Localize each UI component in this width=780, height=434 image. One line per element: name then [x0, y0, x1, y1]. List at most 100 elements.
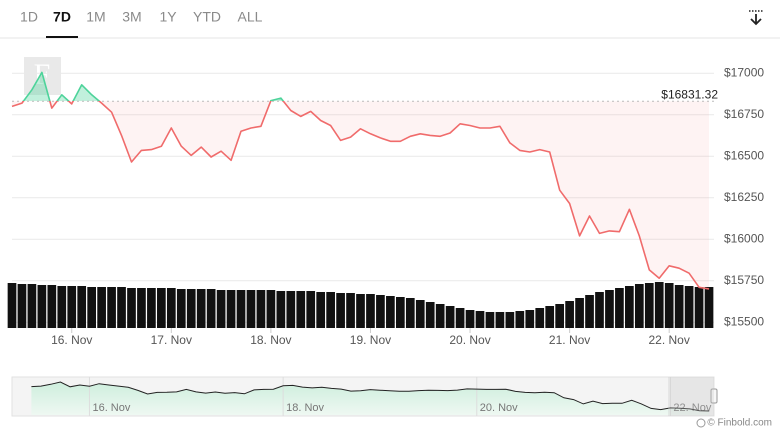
volume-bar: [485, 312, 495, 328]
volume-bar: [47, 285, 57, 328]
y-tick-label: $15500: [724, 314, 764, 328]
volume-bar: [495, 312, 505, 328]
y-tick-label: $16500: [724, 148, 764, 162]
volume-bar: [694, 287, 704, 328]
range-button[interactable]: 7D: [53, 9, 71, 25]
x-tick-label: 16. Nov: [51, 333, 92, 347]
price-line: [11, 71, 710, 290]
volume-bar: [605, 290, 614, 328]
download-button[interactable]: [749, 10, 763, 26]
volume-bar: [326, 292, 335, 328]
y-tick-label: $15750: [724, 273, 764, 287]
volume-bar: [585, 295, 594, 328]
x-tick-label: 20. Nov: [449, 333, 490, 347]
volume-bar: [266, 290, 276, 328]
volume-bar: [37, 285, 47, 328]
volume-bar: [644, 283, 654, 328]
volume-bar: [196, 289, 206, 328]
volume-bar: [445, 306, 455, 328]
volume-bar: [435, 304, 445, 328]
credit-icon: [696, 418, 706, 428]
volume-bar: [395, 297, 405, 328]
volume-bar: [366, 294, 375, 328]
volume-bar: [405, 298, 415, 328]
volume-bar: [336, 293, 345, 328]
volume-bar: [565, 301, 574, 328]
volume-bar: [515, 311, 525, 328]
range-button[interactable]: 1M: [86, 9, 105, 25]
baseline-label: $16831.32: [661, 87, 718, 101]
volume-bar: [465, 310, 475, 328]
x-tick-label: 21. Nov: [549, 333, 590, 347]
volume-bar: [67, 286, 77, 328]
volume-bar: [166, 288, 176, 328]
volume-bar: [346, 293, 355, 328]
price-area: [12, 72, 710, 290]
volume-bar: [615, 288, 624, 328]
x-tick-label: 19. Nov: [350, 333, 391, 347]
volume-bar: [216, 290, 226, 328]
range-button[interactable]: 3M: [122, 9, 141, 25]
volume-bar: [77, 286, 87, 328]
volume-bar: [157, 288, 166, 328]
volume-bar: [107, 287, 116, 328]
volume-bar: [276, 291, 286, 328]
y-tick-label: $17000: [724, 65, 764, 79]
volume-bar: [236, 290, 246, 328]
navigator-tick-label: 16. Nov: [92, 402, 130, 414]
volume-bar: [386, 296, 395, 328]
volume-bar: [206, 289, 216, 328]
volume-bar: [137, 288, 146, 328]
range-button[interactable]: 1Y: [159, 9, 177, 25]
volume-bar: [356, 294, 365, 328]
volume-bar: [415, 300, 425, 328]
volume-bar: [595, 292, 604, 328]
navigator-area: [31, 382, 710, 415]
range-button[interactable]: ALL: [238, 9, 263, 25]
range-button[interactable]: 1D: [20, 9, 38, 25]
navigator-line: [31, 381, 710, 412]
volume-bar: [455, 308, 465, 328]
x-tick-label: 17. Nov: [151, 333, 192, 347]
volume-bar: [97, 287, 106, 328]
navigator-tick-label: 20. Nov: [480, 402, 518, 414]
volume-bar: [7, 283, 17, 328]
volume-bar: [176, 289, 186, 328]
volume-bar: [186, 289, 196, 328]
volume-bar: [664, 283, 674, 328]
volume-bar: [376, 295, 385, 328]
volume-bar: [625, 286, 634, 328]
navigator-mask: [668, 377, 714, 416]
volume-bar: [316, 292, 326, 328]
volume-bar: [117, 287, 126, 328]
x-tick-label: 18. Nov: [250, 333, 291, 347]
volume-bar: [127, 288, 136, 328]
volume-bar: [684, 286, 694, 328]
x-tick-label: 22. Nov: [649, 333, 690, 347]
volume-bar: [306, 291, 316, 328]
volume-bar: [535, 308, 545, 328]
volume-bar: [704, 287, 714, 328]
range-button[interactable]: YTD: [193, 9, 221, 25]
volume-bar: [87, 287, 97, 328]
volume-bar: [674, 285, 684, 328]
volume-bar: [555, 304, 565, 328]
volume-bar: [17, 284, 27, 328]
volume-bar: [256, 290, 266, 328]
volume-bar: [634, 284, 644, 328]
volume-bar: [286, 291, 296, 328]
volume-bar: [654, 282, 664, 328]
navigator-tick-label: 18. Nov: [286, 402, 324, 414]
y-tick-label: $16000: [724, 231, 764, 245]
volume-bar: [27, 284, 37, 328]
volume-bar: [147, 288, 156, 328]
navigator-handle[interactable]: [710, 388, 718, 404]
volume-bar: [575, 298, 584, 328]
volume-bar: [296, 291, 306, 328]
volume-bar: [226, 290, 236, 328]
volume-bar: [425, 302, 435, 328]
volume-bar: [57, 286, 67, 328]
y-tick-label: $16750: [724, 107, 764, 121]
